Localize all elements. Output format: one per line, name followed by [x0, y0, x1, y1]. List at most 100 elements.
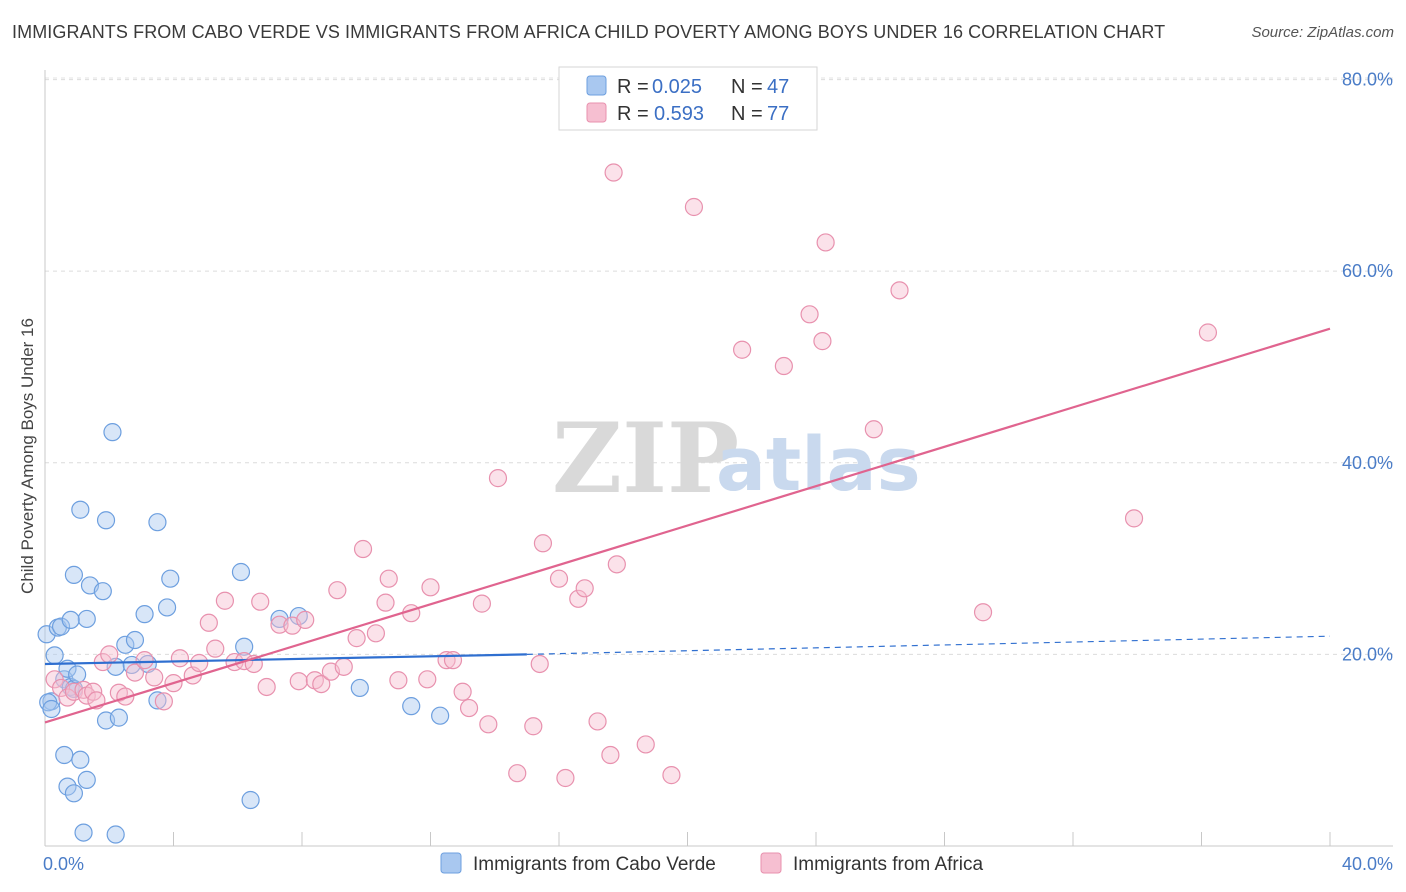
- africa-point: [472, 594, 491, 613]
- africa-points: [45, 163, 1218, 788]
- cabo-verde-point: [161, 569, 180, 588]
- cabo-verde-point: [37, 625, 56, 644]
- legend-n-value-2: 77: [767, 103, 789, 125]
- africa-point: [636, 735, 655, 754]
- legend-r-value-1: 0.025: [652, 76, 702, 98]
- africa-point: [607, 555, 626, 574]
- cabo-verde-point: [77, 770, 96, 789]
- bottom-legend: Immigrants from Cabo Verde Immigrants fr…: [440, 852, 983, 875]
- africa-point: [296, 610, 315, 630]
- africa-point: [135, 651, 154, 670]
- africa-point: [459, 698, 479, 718]
- africa-point: [289, 672, 308, 691]
- africa-point: [199, 613, 218, 632]
- cabo-verde-point: [106, 825, 125, 844]
- legend-n-label-1: N =: [731, 76, 763, 98]
- africa-point: [251, 592, 270, 611]
- y-axis-label: Child Poverty Among Boys Under 16: [18, 318, 37, 594]
- africa-point: [774, 356, 793, 376]
- cabo-verde-point: [71, 500, 90, 519]
- africa-point: [813, 332, 832, 351]
- cabo-verde-point: [42, 699, 61, 719]
- cabo-verde-point: [125, 630, 145, 650]
- africa-point: [312, 674, 331, 694]
- africa-point: [601, 745, 620, 765]
- africa-point: [145, 668, 164, 687]
- y-tick-label: 80.0%: [1342, 70, 1393, 90]
- x-tick-labels: 0.0% 40.0%: [43, 854, 1393, 874]
- cabo-verde-trend-line: [44, 653, 527, 666]
- cabo-verde-points: [37, 423, 450, 844]
- africa-point: [864, 420, 883, 439]
- y-tick-label: 20.0%: [1342, 644, 1393, 664]
- trend-lines: [44, 327, 1331, 724]
- cabo-verde-point: [116, 635, 135, 654]
- africa-point: [604, 163, 623, 182]
- africa-point: [347, 629, 366, 648]
- africa-point: [215, 591, 234, 610]
- x-ticks: [44, 832, 1331, 846]
- africa-point: [1198, 323, 1218, 342]
- africa-point: [533, 534, 553, 553]
- bottom-legend-label-africa: Immigrants from Africa: [793, 854, 983, 875]
- africa-point: [488, 469, 508, 488]
- africa-point: [800, 305, 819, 324]
- cabo-verde-point: [235, 637, 254, 656]
- legend-r-label-1: R =: [617, 76, 649, 98]
- africa-point: [190, 653, 209, 673]
- cabo-verde-point: [157, 598, 177, 617]
- africa-point: [389, 671, 408, 690]
- cabo-verde-point: [64, 565, 84, 584]
- bottom-legend-label-cabo-verde: Immigrants from Cabo Verde: [473, 854, 716, 875]
- cabo-verde-point: [55, 745, 74, 765]
- x-tick-label: 0.0%: [43, 854, 84, 874]
- cabo-verde-trend-extension: [526, 635, 1331, 655]
- africa-point: [366, 624, 385, 643]
- y-tick-label: 40.0%: [1342, 453, 1393, 473]
- cabo-verde-point: [135, 605, 154, 624]
- africa-point: [270, 615, 289, 634]
- cabo-verde-point: [241, 790, 260, 810]
- africa-point: [662, 766, 681, 785]
- africa-point: [376, 593, 395, 612]
- africa-point: [421, 578, 440, 597]
- africa-point: [588, 712, 607, 731]
- africa-point: [154, 692, 173, 711]
- africa-trend-line: [44, 327, 1331, 724]
- africa-point: [684, 197, 704, 217]
- cabo-verde-point: [45, 646, 64, 665]
- africa-point: [733, 340, 752, 359]
- bottom-legend-swatch-africa: [760, 852, 782, 874]
- africa-point: [453, 682, 472, 701]
- chart-title: IMMIGRANTS FROM CABO VERDE VS IMMIGRANTS…: [12, 22, 1166, 42]
- x-tick-label: 40.0%: [1342, 854, 1393, 874]
- africa-point: [206, 639, 225, 658]
- africa-point: [257, 677, 276, 697]
- africa-point: [569, 589, 588, 608]
- cabo-verde-point: [64, 784, 84, 803]
- africa-point: [443, 651, 463, 670]
- cabo-verde-point: [350, 678, 369, 698]
- africa-point: [508, 764, 527, 783]
- africa-point: [890, 281, 909, 300]
- africa-point: [328, 581, 347, 600]
- legend-r-value-2: 0.593: [654, 103, 704, 125]
- legend-swatch-cabo-verde: [586, 75, 607, 96]
- cabo-verde-point: [68, 665, 87, 684]
- watermark: ZIP atlas: [552, 402, 921, 515]
- africa-point: [379, 569, 398, 588]
- africa-point: [418, 670, 437, 689]
- africa-point: [524, 717, 543, 736]
- africa-point: [334, 657, 353, 676]
- africa-point: [556, 768, 575, 788]
- top-legend: R = 0.025 N = 47 R = 0.593 N = 77: [558, 66, 818, 131]
- cabo-verde-point: [61, 610, 80, 630]
- cabo-verde-point: [431, 706, 450, 725]
- legend-n-label-2: N =: [731, 103, 763, 125]
- cabo-verde-point: [148, 513, 167, 532]
- cabo-verde-point: [96, 511, 116, 530]
- legend-r-label-2: R =: [617, 103, 649, 125]
- axes: [44, 70, 1393, 847]
- africa-point: [530, 654, 549, 674]
